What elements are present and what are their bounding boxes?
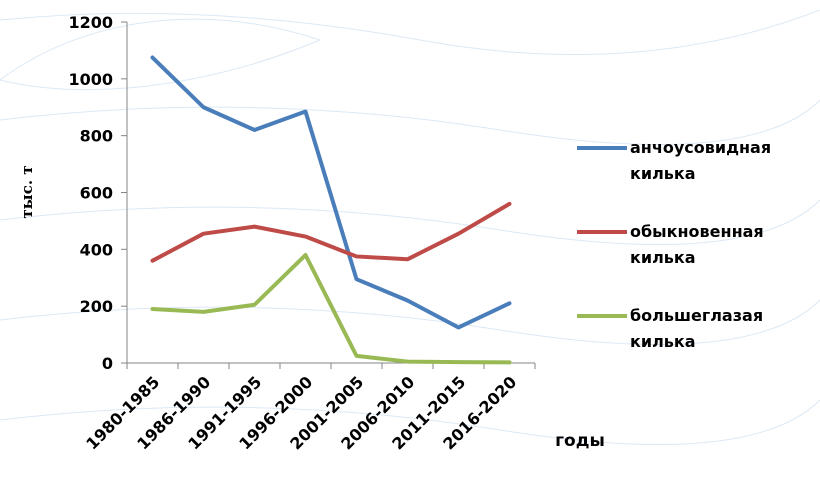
y-tick-label: 200 [80, 297, 113, 316]
y-tick-label: 0 [102, 354, 113, 373]
y-tick-label: 600 [80, 184, 113, 203]
legend-label: обыкновенная килька [630, 222, 764, 267]
series-line [150, 253, 512, 365]
y-tick-label: 1000 [68, 70, 113, 89]
y-tick-label: 400 [80, 240, 113, 259]
series-line [150, 201, 512, 263]
legend-label: большеглазая килька [630, 306, 764, 351]
series-line [150, 55, 512, 330]
x-axis-label: годы [555, 431, 605, 451]
legend-label: анчоусовидная килька [630, 138, 772, 183]
y-tick-label: 1200 [68, 13, 113, 32]
y-tick-label: 800 [80, 127, 113, 146]
background-decoration [0, 9, 820, 446]
y-axis-label: тыс. т [18, 165, 36, 218]
